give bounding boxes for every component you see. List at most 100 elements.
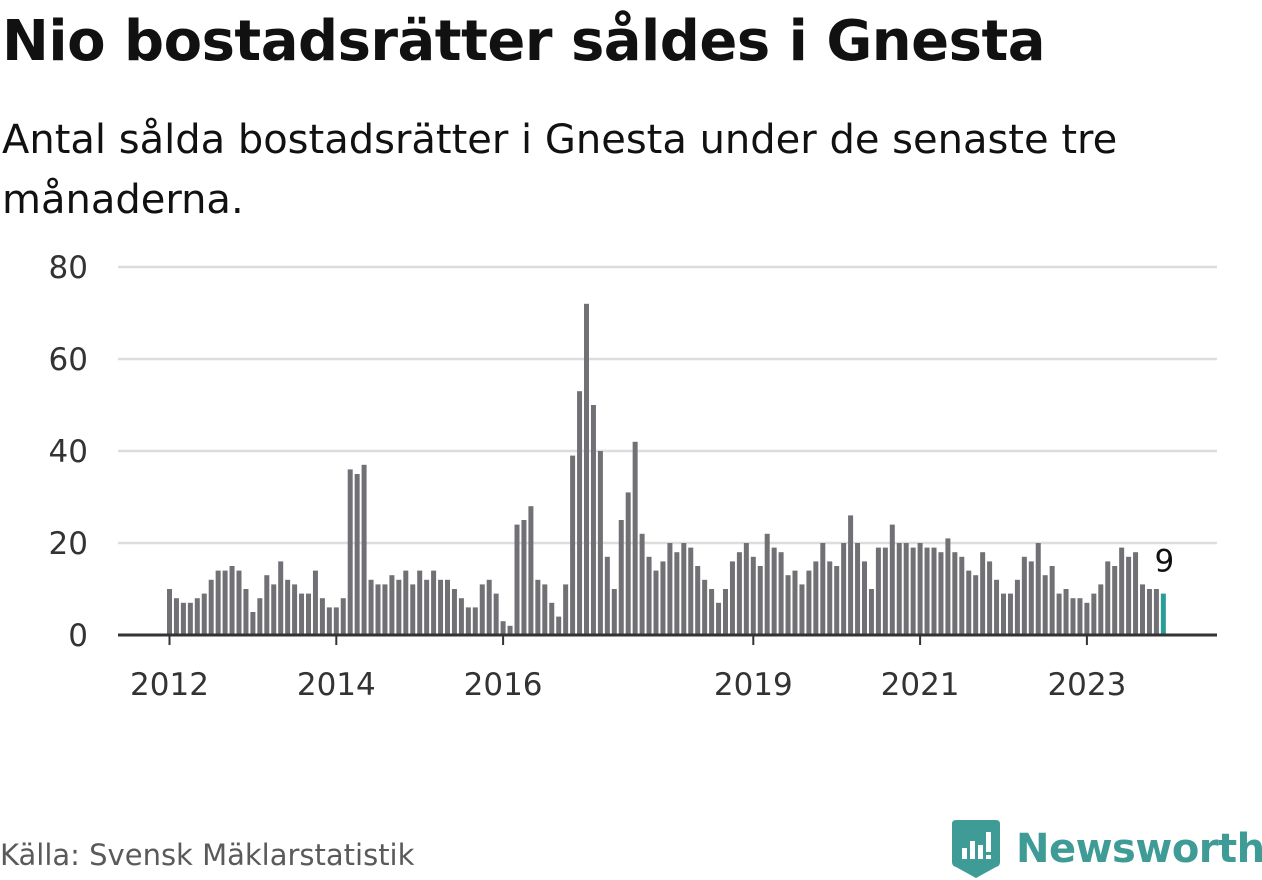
bar [208,579,214,635]
bar [1133,552,1139,635]
bar [625,492,631,635]
bar [729,561,735,635]
bar [910,547,916,635]
x-tick-label: 2016 [464,667,543,700]
bar [236,570,242,635]
bar [702,579,708,635]
bar [570,455,576,635]
bar [653,570,659,635]
bar [1077,598,1083,635]
bar [695,566,701,635]
bar [542,584,548,635]
bar [465,607,471,635]
y-tick-label: 40 [49,434,88,470]
y-tick-label: 80 [49,250,88,286]
bar [229,566,235,635]
bar [994,579,1000,635]
x-tick-label: 2021 [881,667,960,700]
bar [834,566,840,635]
bar [1001,593,1006,635]
bar [903,543,909,635]
bar [799,584,805,635]
x-tick-label: 2014 [297,667,376,700]
bar [597,451,603,635]
bar [757,566,763,635]
bar-chart: 0 20 40 60 80 2012 2014 2016 2019 2021 2023 9 [49,250,1217,700]
bar [410,584,416,635]
bar [222,570,228,635]
bar [764,533,770,635]
bar [771,547,777,635]
source-note: Källa: Svensk Mäklarstatistik [0,838,415,872]
bar [924,547,930,635]
bar [521,520,527,635]
bar [1056,593,1062,635]
bars [167,303,1166,635]
bar [368,579,374,635]
bar [271,584,277,635]
bar [479,584,485,635]
bar [278,561,284,635]
bar [312,570,318,635]
bar [917,543,923,635]
bar [389,575,395,635]
bar [549,602,555,635]
bar [514,524,520,635]
bar [396,579,402,635]
bar [424,579,430,635]
bar [1098,584,1104,635]
bar [618,520,624,635]
bar [563,584,569,635]
bar [1007,593,1013,635]
x-tick-label: 2012 [130,667,209,700]
bar [1084,602,1090,635]
bar [584,303,589,635]
labels: 0 20 40 60 80 2012 2014 2016 2019 2021 2023 9 [49,250,1182,700]
bar [347,469,353,635]
bar [1042,575,1048,635]
bar [257,598,263,635]
bar [785,575,791,635]
bar [952,552,958,635]
bar [820,543,826,635]
bar [736,552,742,635]
bar [792,570,798,635]
bar [604,556,610,635]
bar [646,556,652,635]
bar [862,561,867,635]
bar [931,547,937,635]
bar [1091,593,1097,635]
bar [1112,566,1118,635]
x-tick-label: 2019 [714,667,793,700]
bar [938,552,944,635]
bar [896,543,902,635]
bar [716,602,722,635]
bar [319,598,325,635]
bar [431,570,437,635]
bar [1146,589,1152,635]
bar [639,533,645,635]
bar [472,607,478,635]
bar [250,612,256,635]
bar [966,570,972,635]
bar [201,593,207,635]
brand: Newsworthy [950,818,1262,880]
bar [841,543,847,635]
bar [1021,556,1027,635]
data-label-halo [1147,544,1182,579]
bar [215,570,221,635]
bar [959,556,965,635]
bar [438,579,444,635]
bar [848,515,854,635]
bar [1070,598,1076,635]
bar [813,561,819,635]
bar [743,543,749,635]
bar [299,593,305,635]
bar [1153,589,1159,635]
bar [243,589,249,635]
bar [180,602,186,635]
bar [500,621,506,635]
bar [1119,547,1125,635]
bar [882,547,888,635]
bar-highlight [1160,593,1166,635]
